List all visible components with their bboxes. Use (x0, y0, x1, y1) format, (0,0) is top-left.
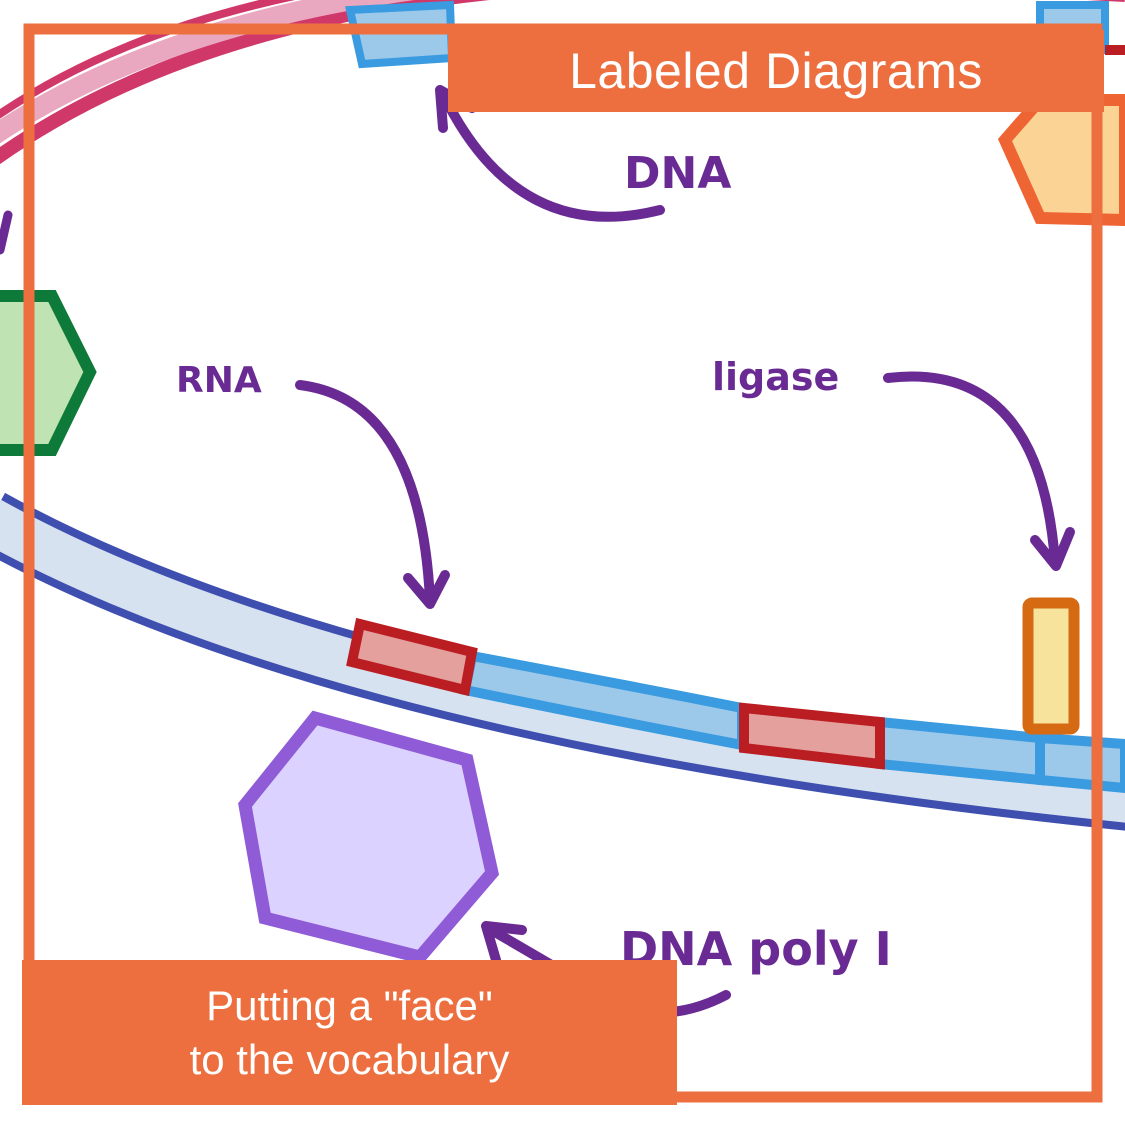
caption-line-2: to the vocabulary (189, 1035, 510, 1083)
caption-banner: Putting a "face" to the vocabulary (22, 960, 677, 1105)
okazaki-fragments (459, 650, 1125, 794)
rna-arrow (295, 380, 435, 605)
left-purple-tick (0, 210, 13, 255)
rna-primer-2 (739, 702, 885, 770)
ligase-arrow (883, 371, 1060, 567)
label-ligase: ligase (712, 355, 839, 399)
ligase-enzyme (1022, 597, 1080, 735)
label-dna: DNA (624, 148, 731, 199)
dna-polymerase-hexagon (238, 710, 500, 965)
title-banner: Labeled Diagrams (448, 30, 1104, 112)
slide-frame (23, 23, 1103, 1103)
dna-arrow (441, 95, 665, 222)
caption-line-1: Putting a "face" (206, 981, 493, 1029)
top-right-orange-hexagon (997, 94, 1125, 227)
label-rna: RNA (176, 360, 262, 401)
rna-primers (346, 617, 885, 770)
dna-poly-arrow-head (481, 921, 527, 965)
rna-arrow-head (403, 570, 450, 609)
left-green-hexagon (0, 290, 97, 456)
page-title: Labeled Diagrams (569, 43, 983, 99)
rna-primer-1 (346, 617, 478, 697)
ligase-arrow-head (1030, 527, 1075, 571)
